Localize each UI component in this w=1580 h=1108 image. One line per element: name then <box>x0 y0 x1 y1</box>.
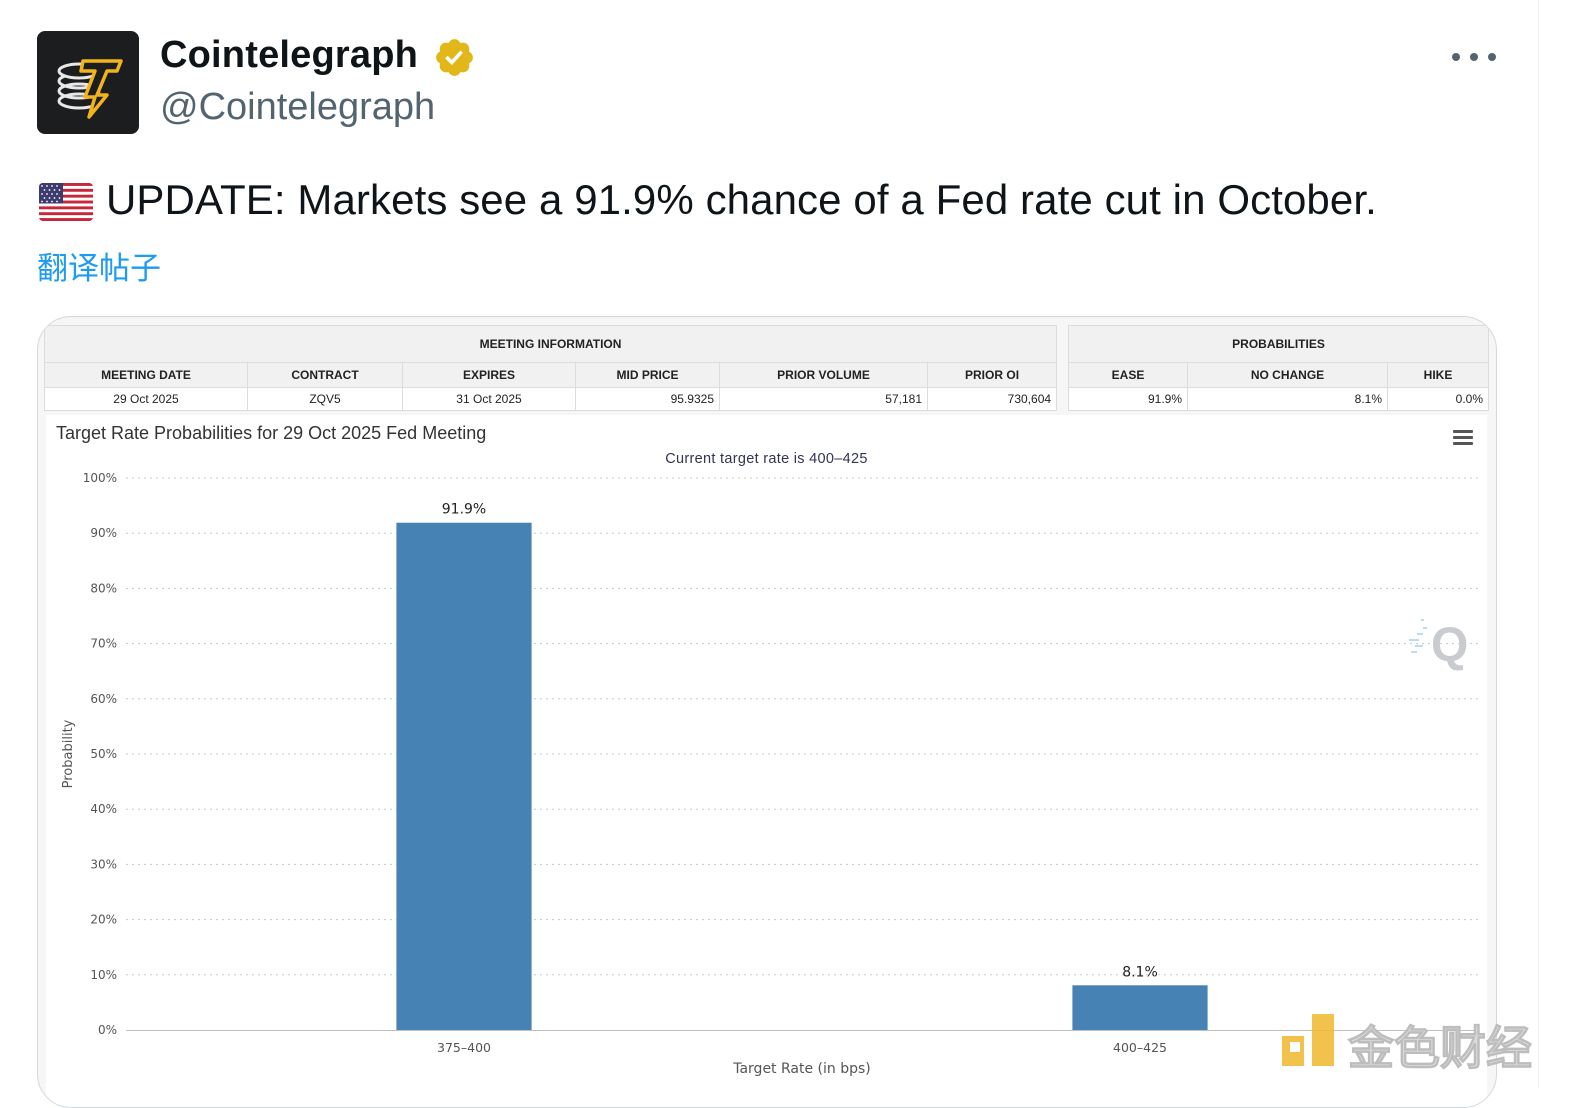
y-axis-title: Probability <box>61 719 76 788</box>
column-header: EASE <box>1068 362 1188 388</box>
meeting-information-header: MEETING INFORMATION <box>43 325 1058 363</box>
table-cell: 0.0% <box>1386 387 1490 411</box>
verified-badge-icon[interactable] <box>433 36 476 79</box>
jinse-watermark: 金色财经 <box>1282 1014 1533 1072</box>
table-cell: 730,604 <box>926 387 1058 411</box>
avatar[interactable] <box>37 31 139 134</box>
y-tick-label: 70% <box>90 637 117 651</box>
x-axis-title: Target Rate (in bps) <box>732 1061 871 1077</box>
more-options-button[interactable] <box>1452 44 1496 70</box>
data-label: 91.9% <box>442 502 486 518</box>
column-header: NO CHANGE <box>1187 362 1388 388</box>
display-name[interactable]: Cointelegraph <box>160 34 419 76</box>
svg-text:Q: Q <box>1431 619 1468 672</box>
x-tick-label: 375–400 <box>437 1040 491 1055</box>
y-tick-label: 20% <box>90 913 117 927</box>
table-cell: 29 Oct 2025 <box>44 387 248 411</box>
us-flag-icon <box>39 183 93 221</box>
table-cell: 95.9325 <box>575 387 720 411</box>
y-tick-label: 40% <box>90 802 117 816</box>
more-horizontal-icon <box>1452 53 1460 61</box>
table-cell: ZQV5 <box>247 387 403 411</box>
probabilities-header: PROBABILITIES <box>1067 325 1490 363</box>
column-header: CONTRACT <box>247 362 403 388</box>
table-cell: 8.1% <box>1187 387 1388 411</box>
translate-post-link[interactable]: 翻译帖子 <box>37 251 161 287</box>
table-cell: 91.9% <box>1068 387 1188 411</box>
table-row: 91.9% 8.1% 0.0% <box>1068 387 1490 411</box>
jinse-watermark-text: 金色财经 <box>1347 1021 1532 1072</box>
tweet-text: UPDATE: Markets see a 91.9% chance of a … <box>106 176 1377 223</box>
y-tick-label: 10% <box>90 968 117 982</box>
bar <box>396 522 532 1030</box>
table-row: 29 Oct 2025 ZQV5 31 Oct 2025 95.9325 57,… <box>44 387 1058 411</box>
column-header: HIKE <box>1386 362 1490 388</box>
chart-subtitle: Current target rate is 400–425 <box>665 451 868 467</box>
chart-title: Target Rate Probabilities for 29 Oct 202… <box>56 423 487 443</box>
y-tick-label: 100% <box>83 471 117 485</box>
y-tick-label: 30% <box>90 857 117 871</box>
table-cell: 57,181 <box>719 387 928 411</box>
meeting-information-table: MEETING INFORMATION MEETING DATE CONTRAC… <box>43 325 1058 411</box>
x-tick-label: 400–425 <box>1113 1040 1167 1055</box>
cointelegraph-logo-icon <box>57 59 123 119</box>
column-header: EXPIRES <box>402 362 576 388</box>
bar <box>1072 985 1208 1030</box>
column-divider <box>1538 0 1539 1088</box>
y-tick-label: 0% <box>98 1023 117 1037</box>
bar-chart: 0% 10% 20% 30% 40% 50% 60% 70% 80% 90% 100% 91.9% 37… <box>61 471 1478 1077</box>
author-handle[interactable]: @Cointelegraph <box>160 86 436 128</box>
quikstrike-watermark-icon: Q <box>1409 619 1468 672</box>
y-tick-label: 90% <box>90 526 117 540</box>
column-header: MID PRICE <box>575 362 720 388</box>
y-tick-label: 60% <box>90 692 117 706</box>
y-tick-label: 80% <box>90 581 117 595</box>
column-header: MEETING DATE <box>44 362 248 388</box>
column-header: PRIOR VOLUME <box>719 362 928 388</box>
column-header: PRIOR OI <box>926 362 1058 388</box>
table-cell: 31 Oct 2025 <box>402 387 576 411</box>
probabilities-table: PROBABILITIES EASE NO CHANGE HIKE 91.9% … <box>1067 325 1490 411</box>
chart-panel: 0% 10% 20% 30% 40% 50% 60% 70% 80% 90% 100% 91.9% 37… <box>46 415 1487 1107</box>
tweet-media-image[interactable]: MEETING INFORMATION MEETING DATE CONTRAC… <box>37 316 1497 1108</box>
chart-menu-icon[interactable] <box>1453 430 1473 446</box>
data-label: 8.1% <box>1122 964 1158 980</box>
y-tick-label: 50% <box>90 747 117 761</box>
